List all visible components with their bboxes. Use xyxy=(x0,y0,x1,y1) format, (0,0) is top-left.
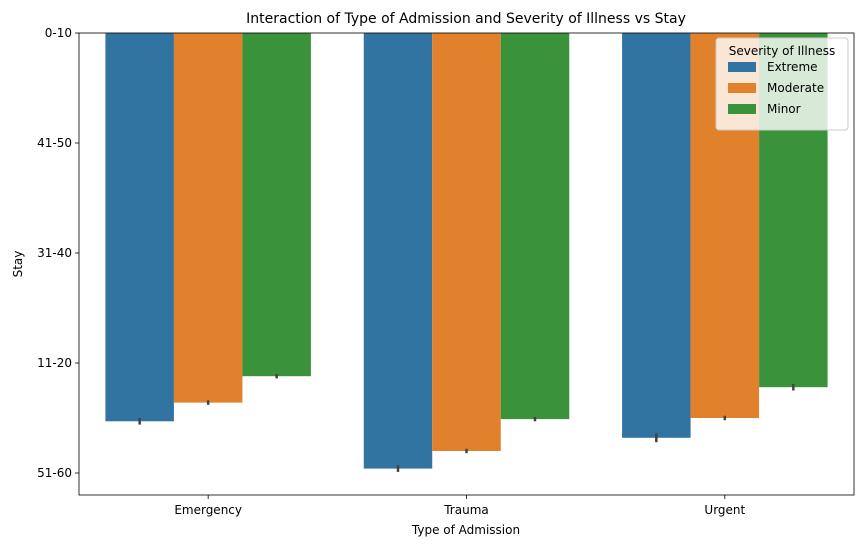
y-tick-label: 0-10 xyxy=(45,26,72,40)
legend-swatch-minor xyxy=(728,104,756,114)
x-tick-label: Trauma xyxy=(443,503,489,517)
bar-extreme-emergency xyxy=(105,33,174,422)
error-bars-layer xyxy=(138,374,795,472)
legend-title: Severity of Illness xyxy=(729,44,835,58)
chart-title: Interaction of Type of Admission and Sev… xyxy=(246,11,686,27)
bar-minor-trauma xyxy=(500,33,570,420)
x-tick-label: Urgent xyxy=(704,503,745,517)
bars-layer xyxy=(105,33,828,469)
y-axis-label: Stay xyxy=(11,251,25,278)
bar-moderate-emergency xyxy=(173,33,243,403)
y-axis: 0-10 41-50 31-40 11-20 51-60 xyxy=(37,26,79,480)
legend-label-moderate: Moderate xyxy=(767,81,824,95)
legend-swatch-moderate xyxy=(728,83,756,93)
y-tick-label: 51-60 xyxy=(37,466,72,480)
y-tick-label: 31-40 xyxy=(37,246,72,260)
y-tick-label: 41-50 xyxy=(37,136,72,150)
legend-swatch-extreme xyxy=(728,62,756,72)
x-axis: Emergency Trauma Urgent xyxy=(174,495,746,517)
bar-extreme-urgent xyxy=(622,33,691,438)
bar-moderate-trauma xyxy=(432,33,501,451)
bar-extreme-trauma xyxy=(363,33,433,469)
x-tick-label: Emergency xyxy=(174,503,242,517)
bar-minor-emergency xyxy=(242,33,311,377)
legend-label-minor: Minor xyxy=(767,102,801,116)
y-tick-label: 11-20 xyxy=(37,356,72,370)
legend: Severity of Illness Extreme Moderate Minor xyxy=(715,37,849,131)
x-axis-label: Type of Admission xyxy=(411,523,520,537)
legend-label-extreme: Extreme xyxy=(767,60,818,74)
